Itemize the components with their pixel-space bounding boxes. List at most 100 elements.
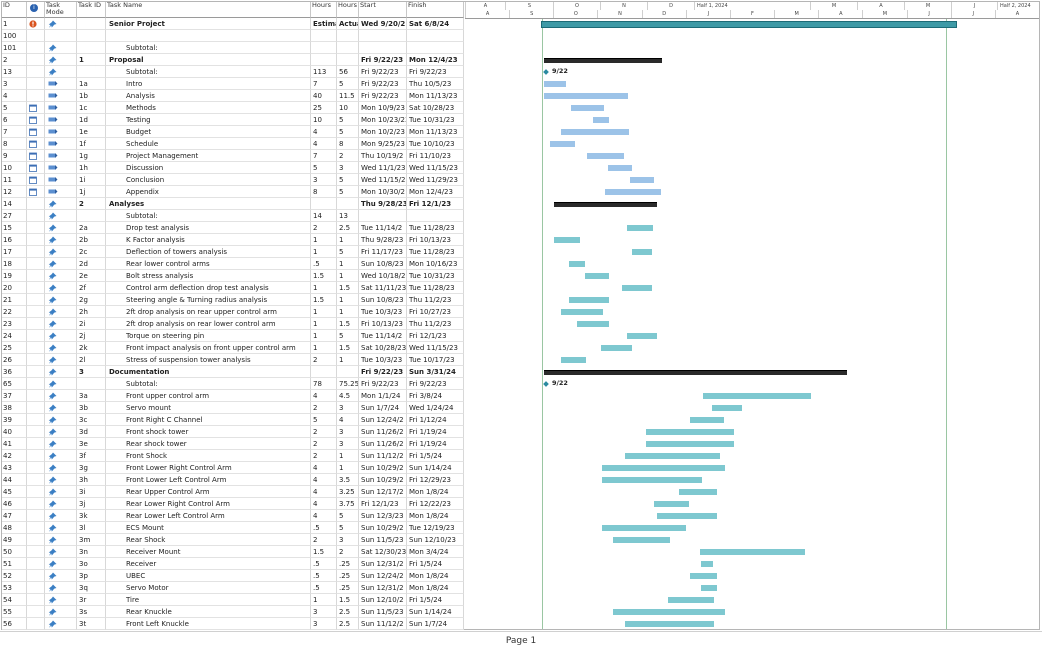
table-row[interactable]: 18 2d Rear lower control arms .5 1 Sun 10/8/2… <box>2 258 464 270</box>
cell-hours-actual[interactable]: 3 <box>337 162 359 174</box>
cell-finish[interactable]: Tue 11/28/23 <box>407 222 464 234</box>
table-row[interactable]: 53 3q Servo Motor .5.25 Sun 12/31/2 Mon 1/8/2… <box>2 582 464 594</box>
task-bar[interactable] <box>602 525 686 531</box>
cell-task-id[interactable]: 3o <box>77 558 106 570</box>
table-row[interactable]: 27 Subtotal: 14 13 <box>2 210 464 222</box>
cell-task-mode[interactable] <box>45 138 77 150</box>
cell-start[interactable]: Wed 9/20/2 <box>359 18 407 30</box>
table-row[interactable]: 26 2l Stress of suspension tower analysis 2… <box>2 354 464 366</box>
task-bar[interactable] <box>561 357 586 363</box>
column-header-start[interactable]: Start <box>359 2 407 18</box>
cell-task-name[interactable]: Deflection of towers analysis <box>106 246 311 258</box>
cell-hours-estimated[interactable]: 113 <box>311 66 337 78</box>
cell-hours-estimated[interactable]: 3 <box>311 618 337 630</box>
cell-hours-actual[interactable]: 1 <box>337 462 359 474</box>
cell-finish[interactable]: Fri 1/5/24 <box>407 450 464 462</box>
cell-finish[interactable]: Mon 12/4/23 <box>407 54 464 66</box>
cell-task-name[interactable]: Front Lower Right Control Arm <box>106 462 311 474</box>
cell-task-id[interactable]: 3 <box>77 366 106 378</box>
cell-indicators[interactable] <box>27 366 45 378</box>
table-row[interactable]: 52 3p UBEC .5.25 Sun 12/24/2 Mon 1/8/24 <box>2 570 464 582</box>
cell-id[interactable]: 55 <box>2 606 27 618</box>
cell-hours-estimated[interactable]: 2 <box>311 402 337 414</box>
cell-id[interactable]: 27 <box>2 210 27 222</box>
cell-start[interactable]: Sun 12/31/2 <box>359 558 407 570</box>
cell-id[interactable]: 26 <box>2 354 27 366</box>
cell-task-id[interactable]: 3t <box>77 618 106 630</box>
cell-indicators[interactable] <box>27 150 45 162</box>
cell-hours-estimated[interactable]: 7 <box>311 78 337 90</box>
cell-id[interactable]: 15 <box>2 222 27 234</box>
cell-task-mode[interactable] <box>45 570 77 582</box>
cell-indicators[interactable] <box>27 618 45 630</box>
cell-task-mode[interactable] <box>45 462 77 474</box>
cell-hours-estimated[interactable]: 2 <box>311 354 337 366</box>
cell-finish[interactable]: Tue 11/28/23 <box>407 246 464 258</box>
cell-hours-estimated[interactable]: 1 <box>311 594 337 606</box>
cell-id[interactable]: 49 <box>2 534 27 546</box>
cell-task-mode[interactable] <box>45 378 77 390</box>
table-row[interactable]: 50 3n Receiver Mount 1.5 2 Sat 12/30/23 Mon 3/… <box>2 546 464 558</box>
cell-task-id[interactable]: 2l <box>77 354 106 366</box>
cell-task-name[interactable]: ECS Mount <box>106 522 311 534</box>
cell-start[interactable]: Sun 12/24/2 <box>359 414 407 426</box>
table-row[interactable]: 13 Subtotal: 113 56 Fri 9/22/23 Fri 9/22/23 <box>2 66 464 78</box>
cell-task-mode[interactable] <box>45 234 77 246</box>
cell-task-name[interactable]: Drop test analysis <box>106 222 311 234</box>
cell-task-name[interactable]: Servo mount <box>106 402 311 414</box>
cell-indicators[interactable] <box>27 18 45 30</box>
cell-id[interactable]: 22 <box>2 306 27 318</box>
cell-start[interactable]: Mon 10/2/23 <box>359 126 407 138</box>
cell-task-name[interactable]: Senior Project <box>106 18 311 30</box>
cell-hours-actual[interactable] <box>337 366 359 378</box>
task-bar[interactable] <box>625 621 714 627</box>
cell-task-mode[interactable] <box>45 606 77 618</box>
cell-task-name[interactable]: Front shock tower <box>106 426 311 438</box>
cell-hours-actual[interactable]: 2 <box>337 546 359 558</box>
milestone-marker[interactable] <box>543 381 549 387</box>
cell-finish[interactable]: Tue 10/17/23 <box>407 354 464 366</box>
table-row[interactable]: 46 3j Rear Lower Right Control Arm 4 3.75 Fri… <box>2 498 464 510</box>
cell-start[interactable]: Thu 10/19/2 <box>359 150 407 162</box>
cell-task-id[interactable]: 2k <box>77 342 106 354</box>
cell-hours-estimated[interactable]: 7 <box>311 150 337 162</box>
cell-id[interactable]: 38 <box>2 402 27 414</box>
cell-hours-actual[interactable]: 3 <box>337 402 359 414</box>
cell-hours-actual[interactable]: 5 <box>337 186 359 198</box>
task-bar[interactable] <box>622 285 652 291</box>
cell-hours-estimated[interactable]: 4 <box>311 138 337 150</box>
task-bar[interactable] <box>627 333 657 339</box>
cell-start[interactable]: Sun 11/5/23 <box>359 534 407 546</box>
cell-hours-estimated[interactable]: .5 <box>311 558 337 570</box>
cell-task-mode[interactable] <box>45 318 77 330</box>
cell-hours-estimated[interactable]: 2 <box>311 438 337 450</box>
cell-indicators[interactable] <box>27 390 45 402</box>
cell-task-id[interactable]: 1h <box>77 162 106 174</box>
cell-id[interactable]: 2 <box>2 54 27 66</box>
cell-task-name[interactable]: Rear Lower Right Control Arm <box>106 498 311 510</box>
cell-id[interactable]: 37 <box>2 390 27 402</box>
cell-indicators[interactable] <box>27 522 45 534</box>
cell-id[interactable]: 21 <box>2 294 27 306</box>
cell-hours-actual[interactable]: 5 <box>337 522 359 534</box>
cell-finish[interactable] <box>407 210 464 222</box>
cell-id[interactable]: 6 <box>2 114 27 126</box>
cell-hours-actual[interactable]: 3 <box>337 426 359 438</box>
cell-hours-actual[interactable] <box>337 42 359 54</box>
cell-start[interactable]: Tue 10/3/23 <box>359 354 407 366</box>
cell-hours-estimated[interactable]: 2 <box>311 450 337 462</box>
column-header-task-name[interactable]: Task Name <box>106 2 311 18</box>
cell-task-id[interactable] <box>77 210 106 222</box>
cell-finish[interactable]: Fri 3/8/24 <box>407 390 464 402</box>
task-bar[interactable] <box>627 225 653 231</box>
cell-hours-estimated[interactable]: Estima <box>311 18 337 30</box>
cell-task-mode[interactable] <box>45 66 77 78</box>
cell-task-mode[interactable] <box>45 486 77 498</box>
cell-start[interactable]: Tue 11/14/2 <box>359 222 407 234</box>
cell-start[interactable]: Wed 11/1/23 <box>359 162 407 174</box>
cell-task-mode[interactable] <box>45 426 77 438</box>
cell-task-name[interactable]: Rear lower control arms <box>106 258 311 270</box>
cell-task-name[interactable]: Methods <box>106 102 311 114</box>
task-bar[interactable] <box>632 249 652 255</box>
cell-task-name[interactable]: Front Right C Channel <box>106 414 311 426</box>
